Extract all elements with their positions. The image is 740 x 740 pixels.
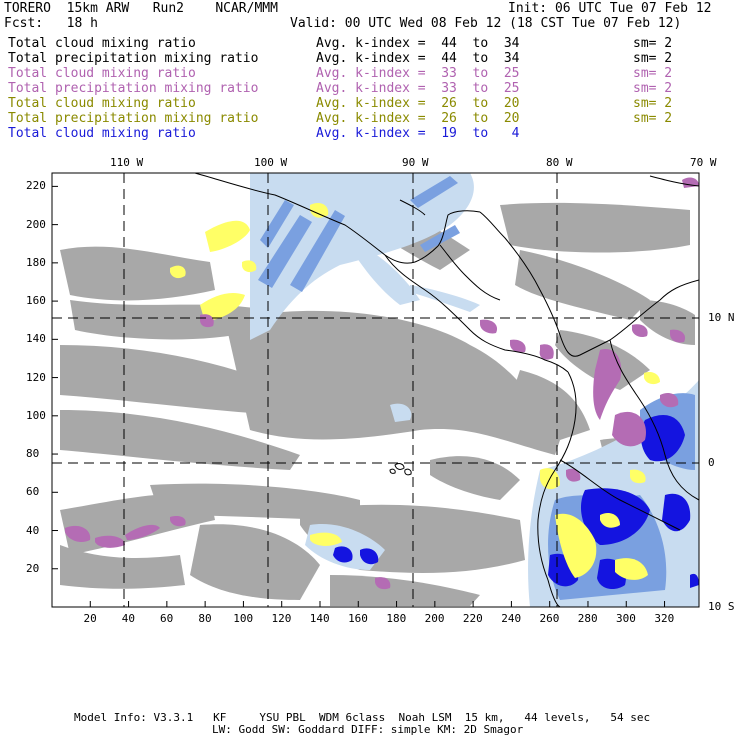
legend-field: Total precipitation mixing ratio (8, 81, 259, 96)
legend-smooth: sm= 2 (633, 81, 673, 96)
lon-label: 110 W (110, 156, 144, 169)
x-tick-label: 300 (616, 612, 636, 625)
y-tick-label: 20 (26, 561, 40, 575)
model-info: Model Info: V3.3.1 KF YSU PBL WDM 6class… (74, 711, 651, 724)
legend-smooth: sm= 2 (633, 66, 673, 81)
legend-kindex: Avg. k-index = 44 to 34 (316, 36, 520, 51)
lat-label: 0 (708, 456, 715, 469)
y-tick-label: 60 (26, 485, 40, 499)
y-tick-label: 160 (26, 294, 46, 308)
x-tick-label: 140 (309, 612, 330, 625)
legend-smooth: sm= 2 (633, 51, 673, 66)
x-tick-label: 280 (577, 612, 598, 625)
legend-field: Total cloud mixing ratio (8, 36, 196, 51)
x-tick-label: 40 (121, 612, 136, 625)
legend-field: Total cloud mixing ratio (8, 66, 196, 81)
x-tick-label: 240 (501, 612, 522, 625)
axis-ticks (52, 185, 666, 607)
physics-info: LW: Godd SW: Goddard DIFF: simple KM: 2D… (212, 723, 524, 736)
legend-field: Total precipitation mixing ratio (8, 51, 259, 66)
x-tick-label: 100 (233, 612, 254, 625)
init-time: Init: 06 UTC Tue 07 Feb 12 (508, 1, 712, 16)
legend-kindex: Avg. k-index = 33 to 25 (316, 66, 520, 81)
legend-field: Total precipitation mixing ratio (8, 111, 259, 126)
legend-kindex: Avg. k-index = 33 to 25 (316, 81, 520, 96)
x-tick-label: 200 (424, 612, 445, 625)
y-tick-label: 120 (26, 370, 46, 384)
y-tick-label: 80 (26, 447, 40, 461)
legend-field: Total cloud mixing ratio (8, 126, 196, 141)
lon-label: 80 W (546, 156, 573, 169)
x-tick-label: 320 (654, 612, 675, 625)
legend-field: Total cloud mixing ratio (8, 96, 196, 111)
valid-time: Valid: 00 UTC Wed 08 Feb 12 (18 CST Tue … (290, 16, 682, 31)
legend-kindex: Avg. k-index = 44 to 34 (316, 51, 520, 66)
y-tick-label: 140 (26, 332, 46, 346)
lon-label: 70 W (690, 156, 717, 169)
coastlines (194, 173, 699, 607)
x-tick-label: 160 (348, 612, 368, 625)
lat-label: 10 S (708, 600, 735, 613)
x-tick-label: 260 (539, 612, 560, 625)
lon-label: 90 W (402, 156, 429, 169)
y-tick-label: 200 (26, 217, 46, 231)
legend-kindex: Avg. k-index = 26 to 20 (316, 111, 520, 126)
x-tick-label: 220 (462, 612, 483, 625)
y-tick-label: 100 (26, 408, 46, 422)
legend-kindex: Avg. k-index = 19 to 4 (316, 126, 520, 141)
forecast-hour: Fcst: 18 h (4, 16, 98, 31)
legend-kindex: Avg. k-index = 26 to 20 (316, 96, 520, 111)
yellow-cloud-layer (170, 203, 660, 580)
legend-smooth: sm= 2 (633, 96, 673, 111)
y-tick-label: 180 (26, 255, 46, 269)
y-tick-label: 40 (26, 523, 40, 537)
x-tick-label: 80 (198, 612, 212, 625)
x-tick-label: 20 (83, 612, 97, 625)
x-tick-label: 180 (386, 612, 407, 625)
legend-smooth: sm= 2 (633, 111, 673, 126)
purple-cloud-layer (65, 177, 699, 590)
x-tick-label: 60 (160, 612, 174, 625)
model-title: TORERO 15km ARW Run2 NCAR/MMM (4, 1, 278, 16)
lon-label: 100 W (254, 156, 288, 169)
legend-smooth: sm= 2 (633, 36, 673, 51)
graticule (52, 173, 699, 607)
y-tick-label: 220 (26, 179, 46, 193)
cloud-fields (60, 173, 699, 607)
x-tick-label: 120 (271, 612, 292, 625)
lat-label: 10 N (708, 311, 735, 324)
plot-frame (51, 172, 700, 608)
